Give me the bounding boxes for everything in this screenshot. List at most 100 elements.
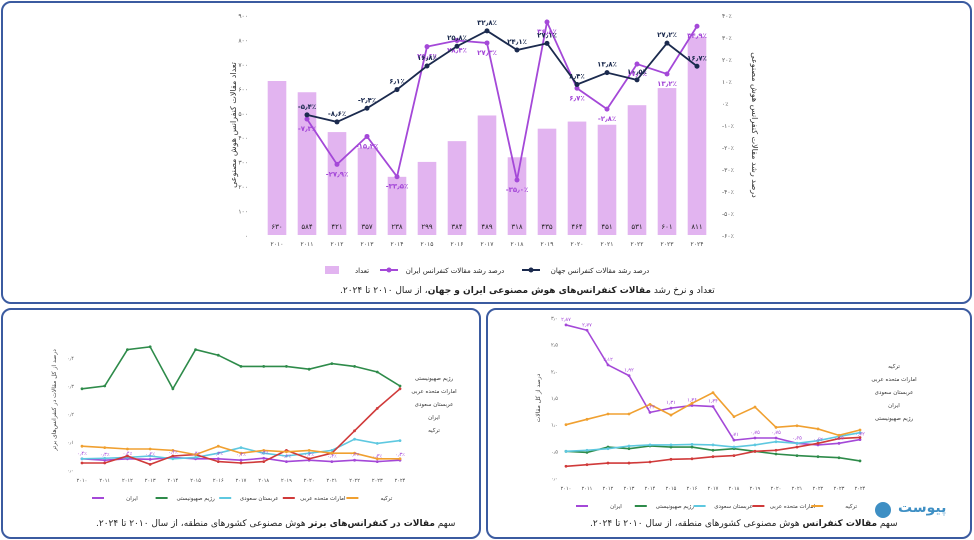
left-axis-tick-label: ۷۰۰ [238,62,248,69]
right-chart-iran-point-label: ۰٫۷۲ [855,432,865,438]
right-chart-series-point [795,454,799,457]
right-chart-series-point [816,441,820,445]
iran-growth-point-label: ۲۷٫۳٪ [477,49,497,57]
left-chart-end-label: عربستان سعودی [415,402,454,408]
left-chart-x-tick-label: ۲۰۱۴ [167,478,178,484]
right-chart-panel [486,308,972,539]
right-chart-x-tick-label: ۲۰۱۱ [582,486,593,492]
right-chart-series-point [816,427,820,431]
left-chart-series-point [330,449,334,452]
right-axis-tick-label: -۶۰٪ [722,233,734,240]
left-chart-series-point [307,367,311,371]
bar [657,88,677,235]
x-tick-label: ۲۰۱۵ [421,241,434,248]
left-chart-iran-point-label: ۰٫۳٪ [213,451,223,457]
iran-growth-point [694,23,700,29]
right-chart-series-point [669,443,673,447]
left-chart-iran-point-label: ۰٫۲٪ [282,454,292,460]
right-chart-iran-point-label: ۱٫۳۶ [687,397,697,403]
left-chart-series-point [285,454,288,458]
left-chart-iran-point-label: ۰٫۴٪ [168,449,178,455]
left-chart-series-point [398,387,402,391]
left-chart-x-tick-label: ۲۰۱۶ [213,478,224,484]
left-axis-title: تعداد مقالات کنفرانس هوش مصنوعی [229,62,238,188]
right-chart-x-tick-label: ۲۰۲۱ [792,486,803,492]
iran-growth-point-label: ۱۷٫۷٪ [627,70,647,78]
right-chart-y-tick-label: ۰٫۰ [551,476,558,482]
right-axis-title: درصد رشد مقالات کنفرانس هوش مصنوعی [750,52,759,198]
right-chart-series-point [858,438,862,441]
left-chart-iran-point-label: ۰٫۳٪ [395,452,405,458]
right-chart-series-point [690,457,694,461]
right-chart-series-point [837,433,841,437]
right-chart-caption: سهم مقالات کنفرانس هوش مصنوعی کشورهای من… [590,519,898,529]
left-chart-series-point [330,362,334,365]
right-chart-series-point [711,443,715,447]
right-chart-series-line [565,324,861,446]
world-growth-point [364,105,370,111]
left-chart-series-point [262,449,266,452]
right-chart-y-tick-label: ۱٫۰ [551,423,558,429]
left-chart-end-label: رژیم صهیونیستی [415,376,454,382]
left-chart-series-point [80,461,84,465]
left-chart-series-point [239,451,243,455]
right-chart-iran-point-label: ۱٫۹۲ [624,368,634,374]
world-growth-point-label: ۲۵٫۸٪ [447,34,467,42]
right-axis-tick-label: -۲۰٪ [722,145,734,152]
right-chart-iran-point-label: ۱٫۳۴ [708,399,718,405]
left-chart-series-point [216,451,220,455]
left-chart-x-tick-label: ۲۰۱۸ [258,478,269,484]
right-chart-iran-point-label: ۰٫۶۵ [792,435,802,441]
left-chart-series-point [103,456,107,460]
right-chart-series-point [753,405,757,409]
left-chart-series-point [148,345,152,349]
left-chart-series-point [375,407,379,410]
right-chart-iran-point-label: ۰٫۷۵ [750,430,760,436]
iran-growth-point [364,133,370,139]
right-axis-tick-label: -۴۰٪ [722,189,734,196]
left-chart-series-point [103,461,107,465]
right-chart-series-point [627,412,631,416]
world-growth-point-label: ۱۶٫۸٪ [417,54,437,62]
left-chart-iran-point-label: ۰٫۴٪ [123,451,133,457]
right-chart-end-label: امارات متحده عربی [871,377,917,383]
iran-growth-point [394,174,400,180]
x-tick-label: ۲۰۲۴ [691,241,704,248]
right-chart-y-tick-label: ۰٫۵ [551,449,558,455]
world-growth-point-label: -۸٫۶٪ [328,110,346,118]
world-growth-point [664,40,670,46]
right-chart-iran-point-label: ۰٫۷۱ [729,432,739,438]
right-axis-tick-label: ۱۰٪ [722,79,732,86]
left-chart-series-point [330,460,334,463]
left-chart-legend-label: ایران [126,496,138,502]
iran-growth-point-label: -۱۵٫۲٪ [356,142,379,150]
iran-growth-line [306,19,698,181]
right-chart-series-point [711,448,715,452]
right-chart-end-label: رژیم صهیونیستی [875,416,914,422]
left-chart-series-point [194,453,197,456]
right-chart-series-point [690,404,694,407]
bar-value-label: ۲۳۸ [391,223,403,231]
x-tick-label: ۲۰۱۹ [541,241,554,248]
left-chart-series-point [126,447,129,451]
left-chart-iran-point-label: ۰٫۴٪ [191,451,201,457]
brand-logo-icon [875,502,891,518]
left-chart-series-point [216,460,220,463]
left-chart-x-tick-label: ۲۰۱۹ [281,478,292,484]
bar-value-label: ۴۵۱ [601,223,612,231]
right-chart-iran-point-label: ۲٫۱۲ [603,357,613,363]
iran-growth-point-label: -۷٫۳٪ [298,125,316,133]
left-chart-legend-label: رژیم صهیونیستی [176,496,215,502]
right-axis-tick-label: ۴۰٪ [722,13,732,20]
world-growth-point-label: ۳۲٫۸٪ [477,19,497,27]
right-chart-series-point [564,323,568,327]
bar-value-label: ۴۸۹ [481,223,493,231]
bar [327,132,347,235]
right-chart-series-point [732,445,736,449]
left-chart-series-point [80,444,84,448]
world-growth-point [394,87,400,93]
legend-swatch-bar [325,266,339,274]
right-chart-series-point [606,363,610,367]
left-chart-x-tick-label: ۲۰۱۲ [122,478,133,484]
right-chart-series-point [690,401,694,405]
